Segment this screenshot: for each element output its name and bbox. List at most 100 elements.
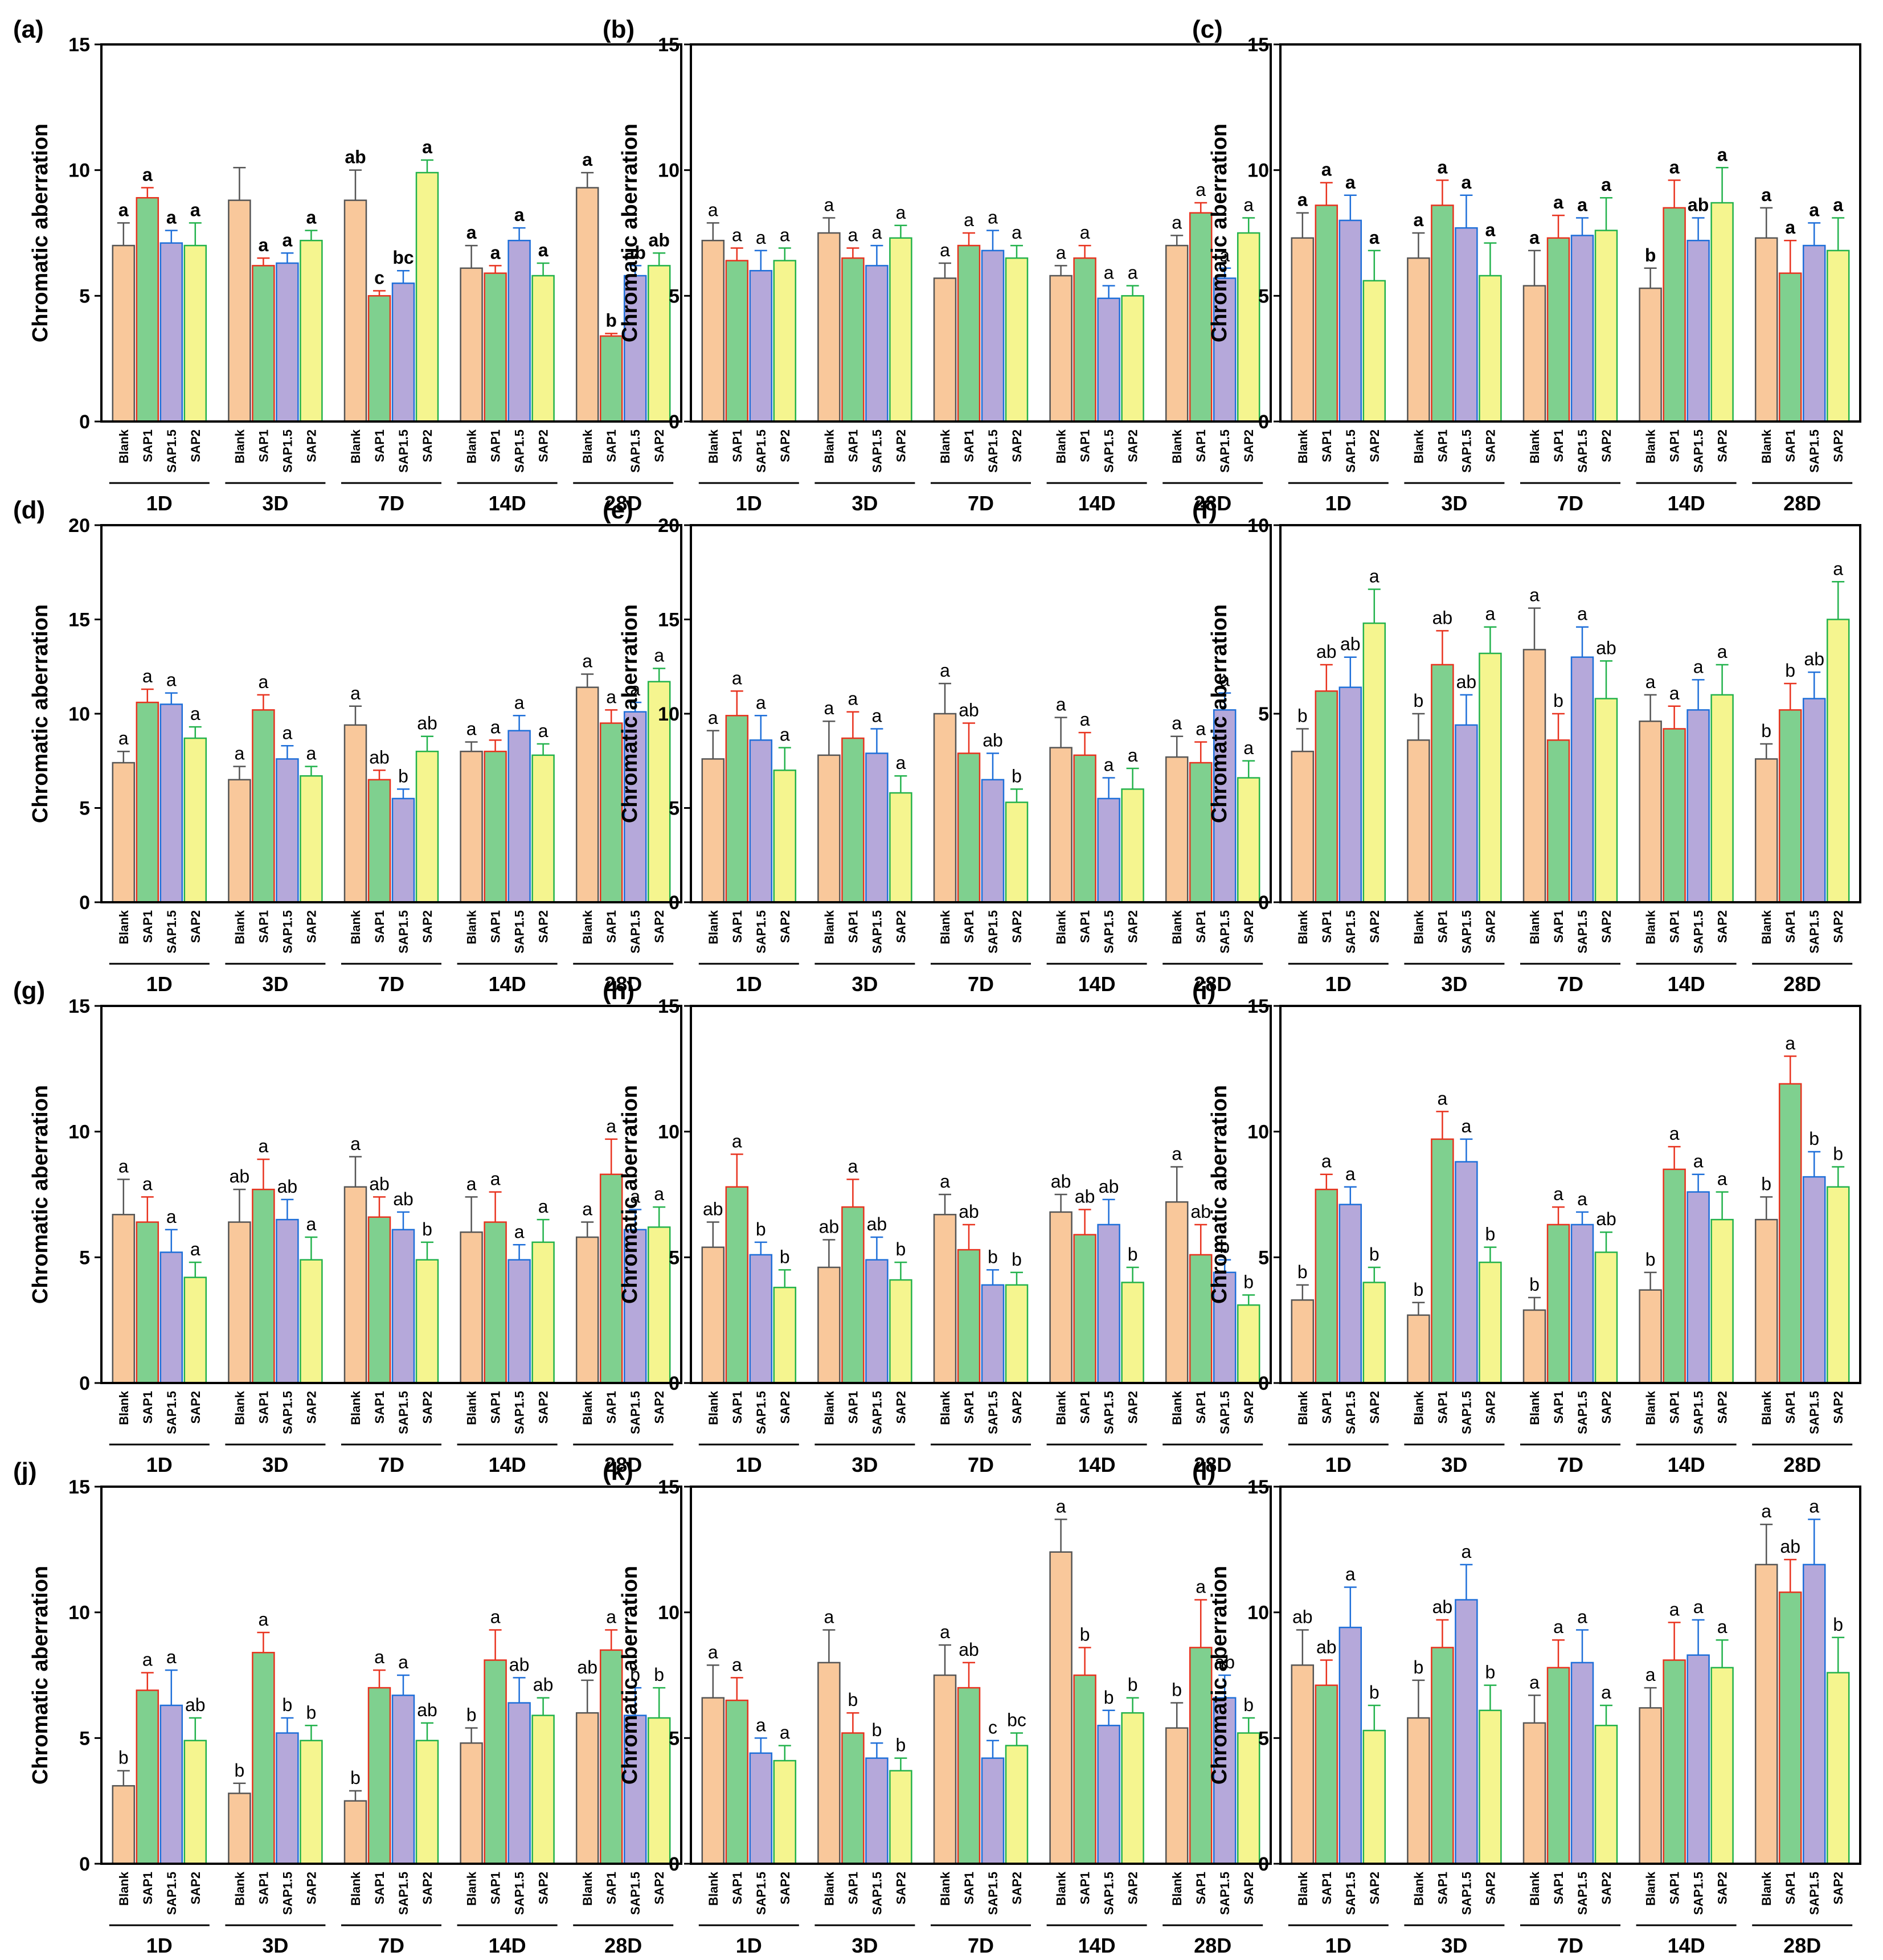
x-category-label: SAP1 xyxy=(372,1391,387,1423)
significance-letter: b xyxy=(1369,1682,1379,1703)
x-category-label: Blank xyxy=(822,1390,836,1425)
x-category-label: SAP1 xyxy=(604,1872,619,1904)
x-category-label: SAP1.5 xyxy=(396,429,411,473)
x-category-label: Blank xyxy=(1296,910,1310,944)
bar-3D-SAP2 xyxy=(1479,1261,1502,1384)
significance-letter: ab xyxy=(959,700,979,721)
y-tick-label: 5 xyxy=(1258,285,1269,307)
x-category-label: Blank xyxy=(465,910,479,944)
bar-28D-SAP1 xyxy=(1778,1083,1802,1384)
significance-letter: a xyxy=(283,722,293,743)
x-category-label: Blank xyxy=(1528,910,1542,944)
significance-letter: a xyxy=(1717,144,1728,165)
x-category-label: Blank xyxy=(465,429,479,464)
y-tick-label: 5 xyxy=(79,285,90,307)
significance-letter: b xyxy=(1012,1249,1022,1270)
significance-letter: ab xyxy=(1075,1186,1095,1206)
x-group-label: 1D xyxy=(146,1453,173,1476)
y-tick-label: 10 xyxy=(1247,160,1269,182)
bar-14D-SAP1 xyxy=(1663,728,1686,903)
bar-7D-SAP2 xyxy=(1594,230,1618,423)
x-group-label: 28D xyxy=(1783,1934,1821,1957)
significance-letter: ab xyxy=(1051,1171,1071,1192)
x-category-label: SAP1 xyxy=(1078,429,1092,462)
significance-letter: ab xyxy=(1596,637,1616,658)
significance-letter: a xyxy=(118,1156,129,1177)
x-category-label: SAP1.5 xyxy=(986,1872,1000,1915)
significance-letter: b xyxy=(466,1705,477,1725)
x-group-label: 28D xyxy=(604,972,642,996)
significance-letter: a xyxy=(190,1239,200,1259)
x-category-label: Blank xyxy=(1054,910,1069,944)
x-category-label: SAP2 xyxy=(778,910,792,943)
bar-3D-SAP1 xyxy=(252,1652,275,1865)
x-category-label: SAP1 xyxy=(372,429,387,462)
x-category-label: SAP2 xyxy=(1010,1391,1024,1423)
x-category-label: SAP1.5 xyxy=(1692,429,1706,473)
x-group-label: 1D xyxy=(1325,972,1352,996)
bar-28D-Blank xyxy=(1754,1564,1778,1865)
x-category-label: SAP1.5 xyxy=(280,1391,294,1434)
bar-1D-Blank xyxy=(112,244,136,423)
bar-14D-Blank xyxy=(460,750,483,903)
x-group-label: 3D xyxy=(852,1934,878,1957)
significance-letter: a xyxy=(824,195,834,215)
bar-1D-SAP1.5 xyxy=(159,242,183,423)
x-category-label: SAP1.5 xyxy=(754,429,768,473)
significance-letter: a xyxy=(142,666,153,686)
x-group-label: 7D xyxy=(378,972,404,996)
significance-letter: a xyxy=(1369,566,1379,587)
significance-letter: a xyxy=(708,199,718,220)
y-tick-label: 0 xyxy=(1258,1853,1269,1875)
significance-letter: ab xyxy=(369,747,390,767)
x-category-label: SAP2 xyxy=(1716,429,1730,462)
x-group-label: 3D xyxy=(1441,972,1467,996)
significance-letter: a xyxy=(1104,263,1114,283)
y-tick-label: 15 xyxy=(68,609,90,631)
bar-1D-SAP2 xyxy=(183,1276,207,1384)
x-category-label: SAP1.5 xyxy=(513,910,527,954)
significance-letter: b xyxy=(306,1702,317,1722)
plot-frame xyxy=(1279,1486,1861,1865)
bar-28D-SAP1 xyxy=(1778,272,1802,423)
x-category-label: SAP1 xyxy=(141,1872,155,1904)
significance-letter: a xyxy=(422,137,432,157)
bar-3D-SAP1.5 xyxy=(1455,724,1478,903)
significance-letter: a xyxy=(1529,585,1540,605)
significance-letter: ab xyxy=(417,713,437,734)
y-tick-label: 10 xyxy=(68,1122,90,1143)
x-category-label: SAP1.5 xyxy=(513,429,527,473)
bar-1D-SAP1.5 xyxy=(1338,1626,1362,1865)
significance-letter: a xyxy=(1056,694,1066,715)
x-category-label: SAP2 xyxy=(1831,1872,1845,1904)
bar-7D-SAP2 xyxy=(1594,1251,1618,1384)
significance-letter: ab xyxy=(533,1675,554,1695)
x-category-label: SAP2 xyxy=(537,910,551,943)
bar-7D-SAP2 xyxy=(415,1259,439,1384)
bar-7D-SAP2 xyxy=(415,1740,439,1865)
x-group-label: 14D xyxy=(1078,1934,1116,1957)
x-category-label: SAP1.5 xyxy=(986,1391,1000,1434)
x-category-label: Blank xyxy=(117,429,131,464)
bar-28D-Blank xyxy=(1754,758,1778,903)
x-category-label: SAP2 xyxy=(1242,429,1256,462)
bar-3D-SAP1.5 xyxy=(1455,1161,1478,1384)
significance-letter: a xyxy=(374,1647,384,1667)
significance-letter: ab xyxy=(185,1695,206,1715)
bar-3D-SAP1 xyxy=(841,737,865,903)
significance-letter: b xyxy=(988,1246,998,1267)
panel-label: (f) xyxy=(1192,496,1217,524)
x-category-label: Blank xyxy=(1528,429,1542,464)
bar-1D-SAP1 xyxy=(725,1186,749,1384)
x-category-label: SAP2 xyxy=(652,429,666,462)
bar-28D-SAP2 xyxy=(647,1717,671,1865)
significance-letter: a xyxy=(283,230,293,250)
x-category-label: SAP2 xyxy=(652,1391,666,1423)
x-category-label: SAP1.5 xyxy=(1807,429,1821,473)
bar-14D-SAP2 xyxy=(1710,1218,1734,1384)
significance-letter: a xyxy=(1809,1496,1819,1516)
bar-3D-SAP1 xyxy=(252,1188,275,1384)
x-category-label: Blank xyxy=(706,910,721,944)
bar-7D-SAP1 xyxy=(957,1687,981,1865)
x-group-label: 28D xyxy=(1783,1453,1821,1476)
